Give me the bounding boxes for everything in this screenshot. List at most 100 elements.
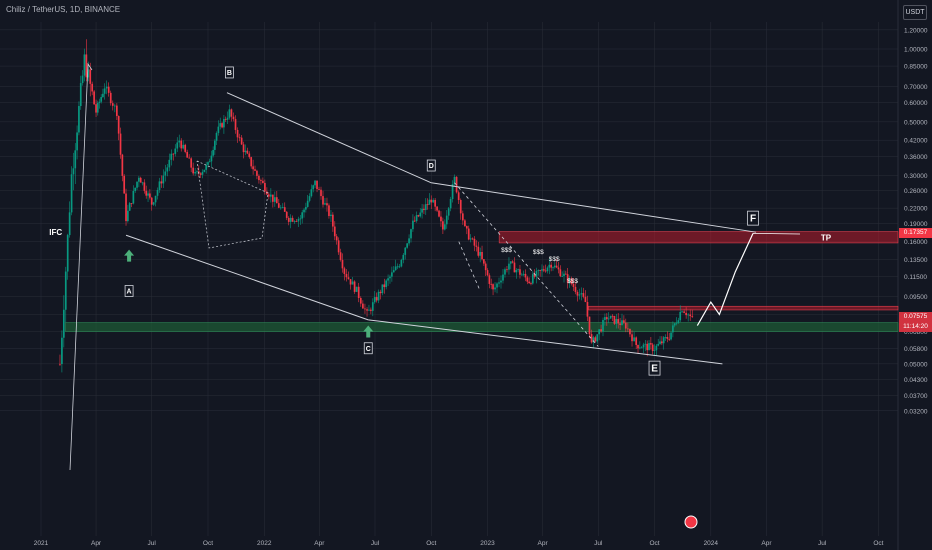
- candle-body: [542, 269, 545, 271]
- candle-body: [128, 203, 131, 211]
- candle-body: [322, 196, 324, 205]
- y-tick-label: 0.30000: [904, 173, 928, 180]
- x-tick-label: Jul: [818, 540, 827, 547]
- candle-body: [254, 169, 256, 171]
- trendline: [431, 182, 757, 233]
- candle-body: [383, 284, 386, 288]
- candle-body: [212, 149, 214, 156]
- ifc-impulse-line: [69, 62, 93, 471]
- tp-price-tag: 0.17357: [899, 228, 932, 239]
- candle-body: [343, 268, 346, 274]
- countdown-tag: 11:14:20: [899, 322, 932, 333]
- candle-body: [283, 207, 286, 212]
- candle-body: [139, 177, 142, 183]
- candle-body: [285, 211, 288, 218]
- wave-label-box: [747, 210, 759, 226]
- candle-body: [515, 270, 518, 273]
- currency-selector[interactable]: USDT: [903, 5, 927, 20]
- candle-body: [481, 251, 483, 260]
- candle-body: [130, 203, 133, 204]
- buy-arrow-icon: [363, 325, 374, 338]
- candle-body: [228, 109, 231, 118]
- candle-body: [582, 293, 585, 297]
- candle-body: [415, 215, 418, 222]
- trendline: [368, 319, 723, 365]
- x-tick-label: Oct: [203, 540, 213, 547]
- candle-body: [362, 303, 364, 309]
- candle-body: [188, 157, 191, 159]
- candle-body: [687, 314, 690, 316]
- candle-body: [103, 88, 106, 94]
- candle-body: [123, 175, 126, 194]
- candle-body: [184, 144, 187, 152]
- candle-body: [238, 137, 241, 139]
- candle-body: [479, 251, 482, 256]
- candle-body: [488, 275, 491, 284]
- candle-body: [316, 180, 318, 190]
- candle-body: [232, 116, 235, 120]
- wave-label-c: C: [366, 346, 371, 353]
- candle-body: [662, 337, 665, 344]
- y-tick-label: 0.13500: [904, 257, 928, 264]
- wave-label-box: [363, 342, 373, 355]
- candle-body: [240, 137, 243, 145]
- candle-body: [295, 221, 298, 222]
- buy-arrow-icon: [124, 249, 135, 262]
- candle-body: [242, 144, 245, 153]
- x-tick-label: Apr: [91, 540, 102, 547]
- candle-body: [530, 283, 532, 284]
- candle-body: [236, 129, 239, 138]
- y-tick-label: 0.03700: [904, 393, 928, 400]
- candle-body: [275, 197, 278, 204]
- candle-body: [655, 345, 658, 351]
- zone-label: TP: [821, 233, 832, 242]
- event-marker-icon: [684, 515, 698, 529]
- candle-body: [566, 274, 569, 283]
- candle-body: [619, 323, 621, 326]
- projection-target-line: [753, 232, 801, 235]
- y-tick-label: 0.03200: [904, 408, 928, 415]
- trendline: [125, 234, 369, 321]
- candle-body: [306, 200, 309, 207]
- candle-body: [421, 208, 423, 213]
- candle-body: [85, 54, 88, 78]
- price-zone: [65, 322, 899, 332]
- wave-label-a: A: [127, 289, 132, 296]
- candle-body: [210, 155, 213, 162]
- candle-body: [533, 274, 536, 277]
- candle-body: [150, 197, 153, 205]
- y-tick-label: 0.05800: [904, 346, 928, 353]
- candle-body: [324, 203, 326, 205]
- candle-body: [627, 328, 629, 330]
- wave-label-d: D: [429, 163, 434, 170]
- candle-body: [178, 140, 181, 143]
- candle-body: [207, 162, 209, 165]
- candle-body: [445, 215, 448, 225]
- candle-body: [410, 229, 412, 239]
- candle-body: [143, 182, 146, 191]
- candle-body: [136, 181, 138, 188]
- candle-body: [580, 293, 583, 295]
- x-tick-label: Apr: [314, 540, 325, 547]
- candle-body: [147, 193, 149, 196]
- candle-body: [357, 286, 360, 299]
- wave-label-box: [225, 66, 234, 79]
- candle-body: [158, 181, 161, 191]
- candle-body: [546, 267, 549, 272]
- candle-body: [125, 193, 127, 222]
- dashed-trendline: [454, 182, 599, 347]
- candle-body: [61, 337, 63, 365]
- candle-body: [252, 166, 254, 170]
- candle-body: [217, 126, 220, 133]
- candle-body: [559, 269, 562, 277]
- candle-body: [81, 75, 84, 84]
- candle-body: [370, 309, 372, 311]
- liquidity-label: $$$: [533, 249, 544, 256]
- candle-body: [385, 280, 388, 288]
- candle-body: [351, 281, 354, 285]
- candle-body: [256, 170, 258, 176]
- candle-body: [391, 272, 393, 277]
- candle-body: [564, 273, 567, 275]
- candle-body: [574, 286, 577, 292]
